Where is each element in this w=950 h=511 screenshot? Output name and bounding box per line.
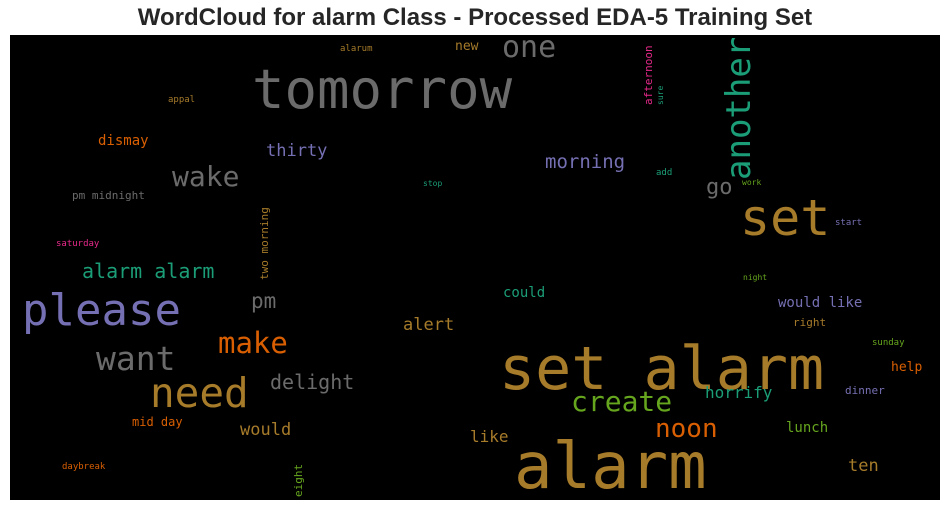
word-set-alarm: set alarm	[499, 334, 824, 404]
word-another: another	[719, 37, 759, 180]
word-afternoon: afternoon	[642, 45, 655, 105]
word-would: would	[240, 420, 291, 440]
word-make: make	[218, 326, 288, 360]
word-saturday: saturday	[56, 239, 100, 249]
word-eight: eight	[292, 464, 305, 497]
word-daybreak: daybreak	[62, 462, 106, 472]
word-appal: appal	[168, 95, 195, 105]
word-need: need	[150, 369, 249, 417]
word-mid-day: mid day	[132, 415, 183, 429]
word-sure: sure	[656, 86, 665, 105]
word-tomorrow: tomorrow	[252, 58, 513, 121]
word-add: add	[656, 168, 672, 178]
word-two-morning: two morning	[258, 207, 271, 280]
word-dismay: dismay	[98, 133, 149, 149]
chart-title: WordCloud for alarm Class - Processed ED…	[137, 4, 813, 31]
word-work: work	[742, 178, 761, 187]
word-want: want	[96, 339, 175, 378]
word-alert: alert	[403, 315, 454, 335]
word-noon: noon	[655, 414, 718, 444]
word-create: create	[571, 385, 672, 418]
word-pm: pm	[251, 289, 276, 313]
word-stop: stop	[423, 179, 442, 188]
word-sunday: sunday	[872, 338, 905, 348]
word-one: one	[502, 35, 556, 65]
wordcloud-canvas: tomorrow one new alarum afternoon sure another…	[10, 35, 940, 500]
word-horrify: horrify	[705, 383, 773, 402]
word-night: night	[743, 273, 767, 282]
word-please: please	[22, 285, 181, 336]
word-start: start	[835, 218, 862, 228]
word-dinner: dinner	[845, 384, 885, 397]
word-delight: delight	[270, 370, 354, 394]
word-set: set	[740, 189, 830, 247]
word-right: right	[793, 316, 826, 329]
word-alarm: alarm	[514, 430, 707, 500]
word-morning: morning	[545, 151, 625, 173]
word-could: could	[503, 285, 545, 301]
word-would-like: would like	[778, 295, 862, 311]
word-lunch: lunch	[786, 420, 828, 436]
word-like: like	[470, 427, 509, 446]
word-new: new	[455, 39, 479, 54]
word-wake: wake	[172, 160, 239, 193]
word-go: go	[706, 175, 733, 200]
word-alarm-alarm: alarm alarm	[82, 259, 214, 283]
word-help: help	[891, 360, 922, 375]
word-alarum: alarum	[340, 44, 373, 54]
word-ten: ten	[848, 456, 879, 476]
word-pm-midnight: pm midnight	[72, 189, 145, 202]
word-thirty: thirty	[266, 141, 327, 161]
